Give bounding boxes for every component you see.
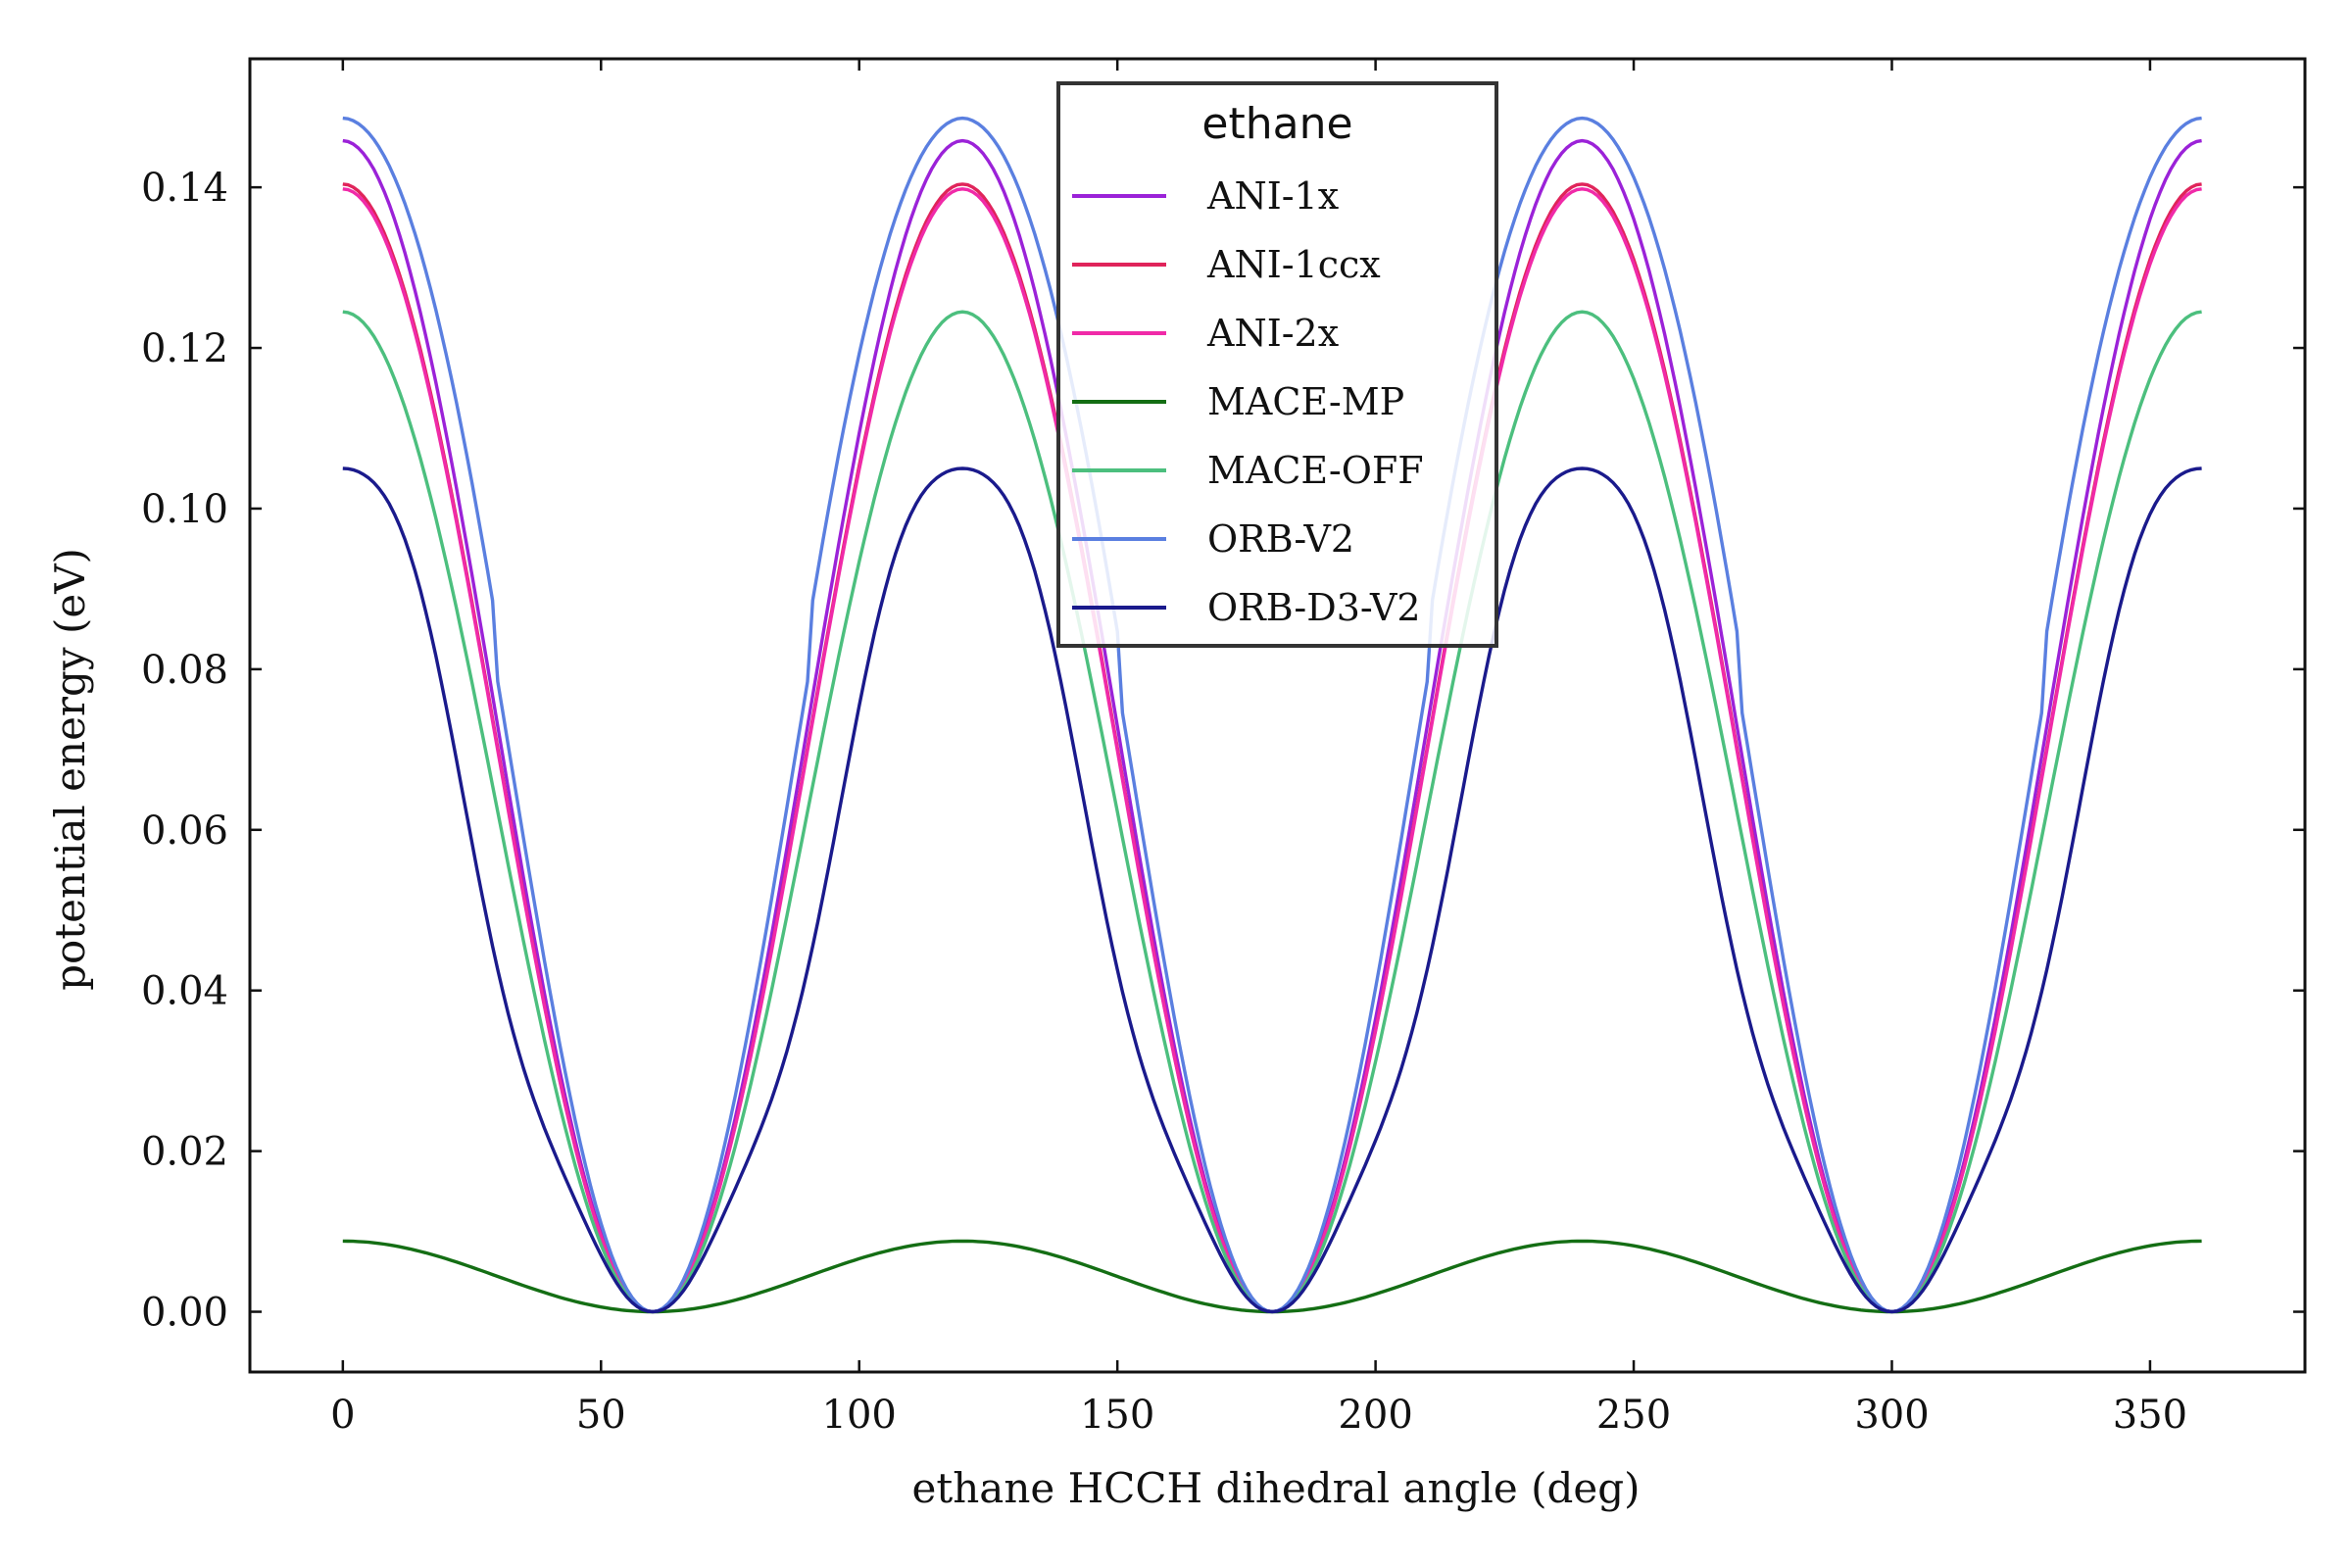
legend-label-1: ANI-1x	[1206, 174, 1339, 218]
y-tick-label: 0.14	[141, 166, 228, 211]
y-tick-label: 0.00	[141, 1291, 228, 1336]
x-tick-label: 350	[2113, 1393, 2187, 1438]
legend-label-2: ANI-1ccx	[1206, 243, 1381, 286]
legend-label-3: ANI-2x	[1206, 312, 1339, 355]
plot-frame	[248, 57, 2307, 1374]
x-tick-label: 50	[576, 1393, 626, 1438]
x-tick-label: 150	[1080, 1393, 1154, 1438]
y-tick-label: 0.02	[141, 1130, 228, 1175]
y-tick-label: 0.04	[141, 969, 228, 1014]
y-axis-label: potential energy (eV)	[46, 548, 94, 991]
legend-label-7: ORB-D3-V2	[1207, 586, 1421, 629]
x-tick-label: 100	[822, 1393, 897, 1438]
series-line-7	[342, 466, 2202, 1314]
y-tick-label: 0.12	[141, 326, 228, 371]
legend-label-5: MACE-OFF	[1207, 449, 1424, 492]
legend-label-6: ORB-V2	[1207, 517, 1354, 561]
axes-layer: 0 50 100 150 200 250 300 350 0.00 0.02 0.04 0.06 0.0…	[141, 57, 2307, 1438]
x-axis-label: ethane HCCH dihedral angle (deg)	[912, 1464, 1641, 1512]
x-tick-label: 300	[1854, 1393, 1929, 1438]
x-tick-label: 0	[330, 1393, 355, 1438]
y-tick-label: 0.08	[141, 648, 228, 693]
y-tick-label: 0.06	[141, 808, 228, 854]
legend: ethane ANI-1x ANI-1ccx ANI-2x MACE-MP MACE-OF…	[1056, 81, 1498, 648]
legend-box	[1056, 81, 1498, 648]
legend-title: ethane	[1201, 99, 1352, 149]
x-tick-label: 200	[1338, 1393, 1412, 1438]
series-layer	[342, 116, 2202, 1314]
legend-label-4: MACE-MP	[1207, 380, 1404, 423]
x-tick-label: 250	[1596, 1393, 1671, 1438]
y-tick-label: 0.10	[141, 487, 228, 532]
